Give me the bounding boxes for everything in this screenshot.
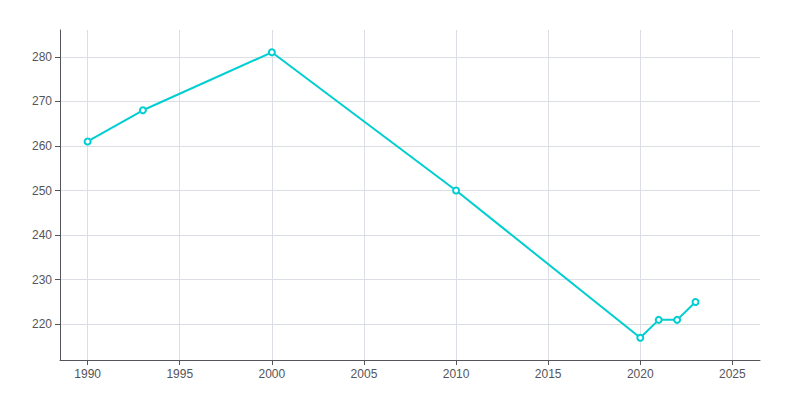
svg-text:230: 230 [32,273,52,287]
svg-text:2000: 2000 [258,367,285,381]
svg-text:2025: 2025 [719,367,746,381]
svg-text:1990: 1990 [74,367,101,381]
svg-text:2015: 2015 [535,367,562,381]
svg-text:2005: 2005 [351,367,378,381]
svg-text:1995: 1995 [166,367,193,381]
svg-text:2010: 2010 [443,367,470,381]
svg-text:2020: 2020 [627,367,654,381]
svg-text:260: 260 [32,139,52,153]
svg-text:250: 250 [32,184,52,198]
svg-text:220: 220 [32,317,52,331]
svg-text:270: 270 [32,94,52,108]
svg-text:280: 280 [32,50,52,64]
svg-text:240: 240 [32,228,52,242]
